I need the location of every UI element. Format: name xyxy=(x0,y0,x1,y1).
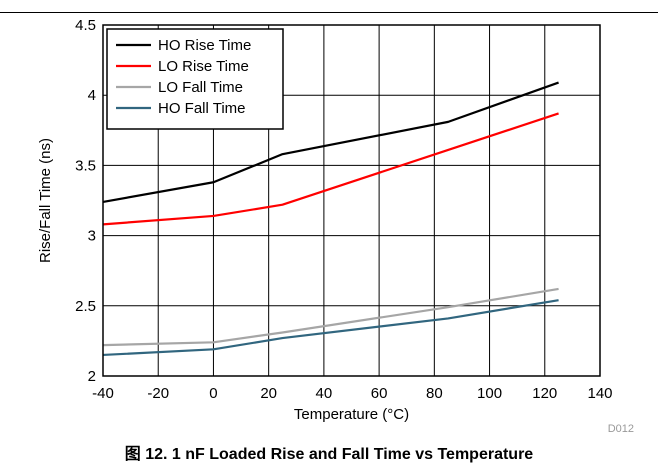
figure-id: D012 xyxy=(608,423,634,435)
y-tick-label: 3 xyxy=(88,228,96,245)
legend-label: LO Fall Time xyxy=(158,79,243,96)
series-line xyxy=(102,112,559,226)
series-line xyxy=(102,81,559,203)
y-tick-labels: 2 2.5 3 3.5 4 4.5 xyxy=(75,17,96,385)
plot-frame xyxy=(102,24,601,377)
legend: HO Rise Time LO Rise Time LO Fall Time HO F… xyxy=(106,28,284,130)
top-rule xyxy=(0,12,658,13)
x-axis-label: Temperature (°C) xyxy=(294,406,409,423)
x-tick-label: 80 xyxy=(426,385,443,402)
figure-caption: 图 12. 1 nF Loaded Rise and Fall Time vs … xyxy=(124,446,534,463)
x-tick-label: -40 xyxy=(92,385,114,402)
x-tick-label: 60 xyxy=(371,385,388,402)
x-tick-label: 120 xyxy=(532,385,557,402)
y-tick-label: 3.5 xyxy=(75,157,96,174)
x-tick-label: 0 xyxy=(209,385,217,402)
line-chart: -40 -20 0 20 40 60 80 100 120 140 2 2.5 3 3.5 4 4.5 Te… xyxy=(37,17,634,435)
x-tick-label: 20 xyxy=(260,385,277,402)
legend-label: HO Fall Time xyxy=(158,100,246,117)
x-tick-labels: -40 -20 0 20 40 60 80 100 120 140 xyxy=(92,385,612,402)
y-tick-label: 2.5 xyxy=(75,298,96,315)
x-tick-label: 100 xyxy=(477,385,502,402)
y-axis-label: Rise/Fall Time (ns) xyxy=(37,138,54,263)
x-tick-label: -20 xyxy=(147,385,169,402)
y-tick-label: 4.5 xyxy=(75,17,96,34)
x-tick-label: 40 xyxy=(316,385,333,402)
y-tick-label: 2 xyxy=(88,368,96,385)
series-line xyxy=(102,299,559,357)
legend-label: HO Rise Time xyxy=(158,37,251,54)
series-line xyxy=(102,287,559,347)
legend-label: LO Rise Time xyxy=(158,58,249,75)
series-lines xyxy=(102,81,559,357)
x-tick-label: 140 xyxy=(587,385,612,402)
y-tick-label: 4 xyxy=(88,87,96,104)
